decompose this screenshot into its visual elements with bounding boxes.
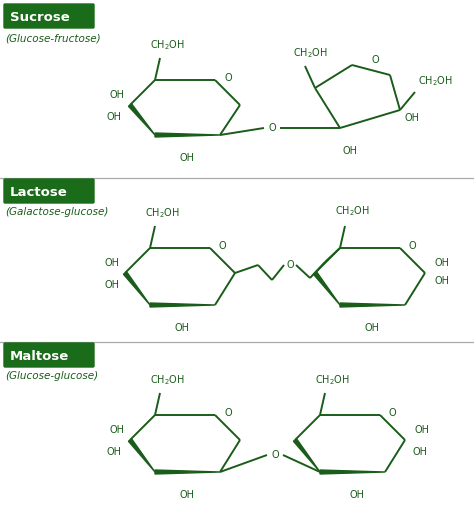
Text: CH$_2$OH: CH$_2$OH [292,46,328,60]
Text: OH: OH [435,276,450,286]
Text: O: O [371,55,379,65]
Text: Lactose: Lactose [10,186,68,199]
Text: O: O [271,450,279,460]
Text: CH$_2$OH: CH$_2$OH [145,206,180,220]
Text: OH: OH [365,323,380,333]
Polygon shape [150,303,215,307]
Text: Sucrose: Sucrose [10,11,70,23]
Text: OH: OH [343,146,357,156]
FancyBboxPatch shape [4,343,94,367]
Text: O: O [388,408,396,418]
Polygon shape [155,470,220,474]
Text: O: O [408,241,416,251]
Polygon shape [128,439,155,472]
Polygon shape [313,272,340,305]
Text: OH: OH [435,258,450,268]
Polygon shape [128,104,155,135]
Text: OH: OH [110,425,125,435]
Text: OH: OH [180,153,194,163]
Text: OH: OH [105,258,120,268]
Text: (Glucose-fructose): (Glucose-fructose) [5,33,100,43]
Polygon shape [155,133,220,137]
Text: OH: OH [415,425,430,435]
Text: CH$_2$OH: CH$_2$OH [315,373,349,387]
FancyBboxPatch shape [4,179,94,203]
FancyBboxPatch shape [4,4,94,28]
Polygon shape [123,272,150,305]
Text: CH$_2$OH: CH$_2$OH [335,204,369,218]
Text: O: O [224,73,232,83]
Text: O: O [268,123,276,133]
Text: OH: OH [107,112,122,122]
Polygon shape [340,303,405,307]
Text: OH: OH [174,323,190,333]
Text: CH$_2$OH: CH$_2$OH [149,38,184,52]
Text: OH: OH [180,490,194,500]
Text: CH$_2$OH: CH$_2$OH [418,74,453,88]
Text: OH: OH [405,113,420,123]
Text: O: O [286,260,294,270]
Polygon shape [293,439,320,472]
Text: OH: OH [110,90,125,100]
Text: O: O [224,408,232,418]
Text: (Glucose-glucose): (Glucose-glucose) [5,371,98,381]
Text: OH: OH [349,490,365,500]
Polygon shape [320,470,385,474]
Text: CH$_2$OH: CH$_2$OH [149,373,184,387]
Text: (Galactose-glucose): (Galactose-glucose) [5,207,109,217]
Text: O: O [218,241,226,251]
Text: OH: OH [413,447,428,457]
Text: OH: OH [105,280,120,290]
Text: Maltose: Maltose [10,349,69,363]
Text: OH: OH [107,447,122,457]
